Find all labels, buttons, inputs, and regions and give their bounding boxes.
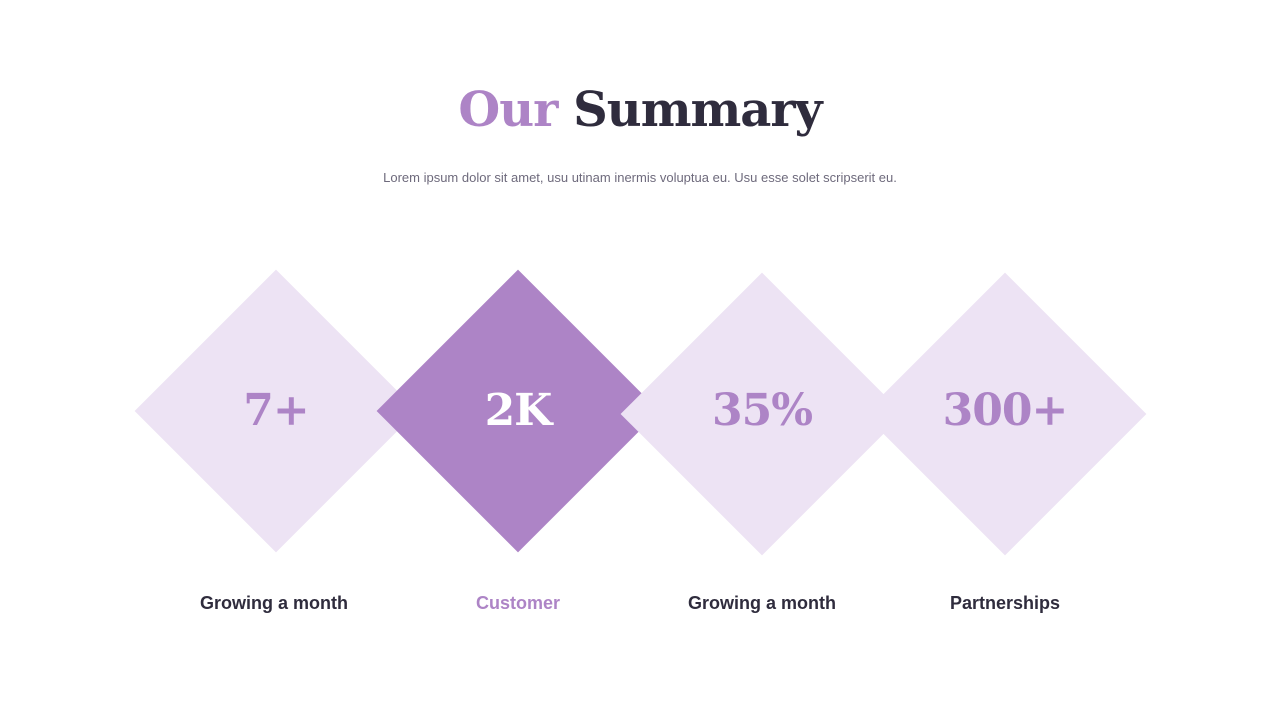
title-main-word: Summary [573,82,822,138]
stat-value-2: 2K [484,385,553,436]
title-accent-word: Our [458,82,558,138]
stat-label-2: Customer [475,593,560,613]
stat-label-4: Partnerships [949,593,1061,613]
stat-value-4: 300+ [942,385,1069,436]
page-subtitle: Lorem ipsum dolor sit amet, usu utinam i… [383,170,897,185]
page-title: Our Summary [0,78,1280,142]
stat-value-3: 35% [711,385,813,436]
stat-label-1: Growing a month [200,593,348,613]
stat-label-3: Growing a month [688,593,836,613]
stat-value-1: 7+ [243,385,309,436]
